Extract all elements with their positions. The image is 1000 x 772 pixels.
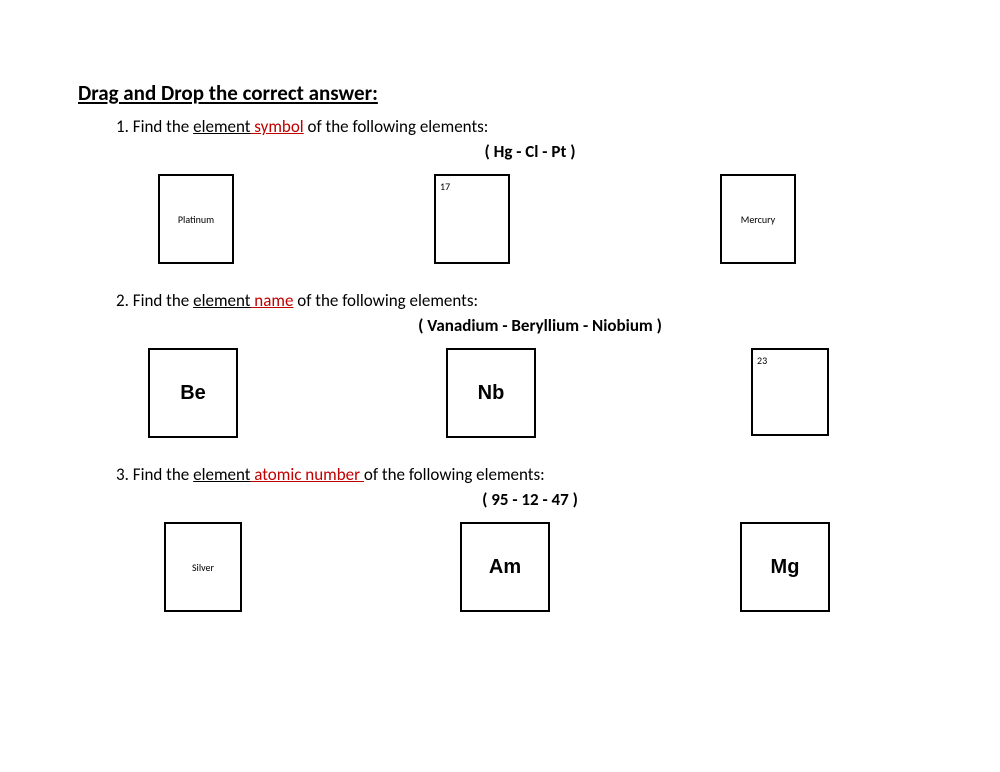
question-2: 2. Find the element name of the followin… — [78, 290, 922, 438]
q1-box-1-label: Platinum — [178, 213, 214, 226]
q2-box-2[interactable]: Nb — [446, 348, 536, 438]
q2-box-3-corner: 23 — [757, 354, 767, 367]
q1-underlined-black: element — [193, 116, 250, 137]
q2-number: 2. — [116, 290, 129, 311]
question-1-text: 1. Find the element symbol of the follow… — [78, 116, 922, 137]
q3-box-2-symbol: Am — [489, 556, 521, 579]
q3-underlined-black: element — [193, 464, 250, 485]
q1-box-3-label: Mercury — [741, 213, 775, 226]
q1-boxes: Platinum 17 Mercury — [78, 174, 922, 264]
q3-box-3-symbol: Mg — [771, 556, 800, 579]
question-3-text: 3. Find the element atomic number of the… — [78, 464, 922, 485]
question-3: 3. Find the element atomic number of the… — [78, 464, 922, 612]
q2-suffix: of the following elements: — [293, 290, 478, 311]
q1-box-2[interactable]: 17 — [434, 174, 510, 264]
q2-box-1[interactable]: Be — [148, 348, 238, 438]
q2-options: ( Vanadium - Beryllium - Niobium ) — [78, 315, 922, 336]
question-2-text: 2. Find the element name of the followin… — [78, 290, 922, 311]
q1-underlined-red: symbol — [250, 116, 303, 137]
q2-underlined-red: name — [250, 290, 293, 311]
q1-number: 1. — [116, 116, 129, 137]
q3-box-1[interactable]: Silver — [164, 522, 242, 612]
page-title: Drag and Drop the correct answer: — [78, 80, 922, 106]
q3-box-2[interactable]: Am — [460, 522, 550, 612]
q2-box-3[interactable]: 23 — [751, 348, 829, 436]
q1-options: ( Hg - Cl - Pt ) — [78, 141, 922, 162]
q2-prefix: Find the — [133, 290, 193, 311]
q3-underlined-red: atomic number — [250, 464, 363, 485]
q2-underlined-black: element — [193, 290, 250, 311]
q3-boxes: Silver Am Mg — [78, 522, 922, 612]
q3-box-1-label: Silver — [192, 561, 214, 574]
q3-number: 3. — [116, 464, 129, 485]
q2-box-2-symbol: Nb — [478, 382, 505, 405]
q1-suffix: of the following elements: — [304, 116, 489, 137]
question-1: 1. Find the element symbol of the follow… — [78, 116, 922, 264]
q1-box-1[interactable]: Platinum — [158, 174, 234, 264]
q3-prefix: Find the — [133, 464, 193, 485]
q3-suffix: of the following elements: — [364, 464, 545, 485]
q1-box-3[interactable]: Mercury — [720, 174, 796, 264]
q2-boxes: Be Nb 23 — [78, 348, 922, 438]
q1-prefix: Find the — [133, 116, 193, 137]
q3-options: ( 95 - 12 - 47 ) — [78, 489, 922, 510]
q1-box-2-corner: 17 — [440, 180, 450, 193]
q2-box-1-symbol: Be — [180, 382, 206, 405]
q3-box-3[interactable]: Mg — [740, 522, 830, 612]
